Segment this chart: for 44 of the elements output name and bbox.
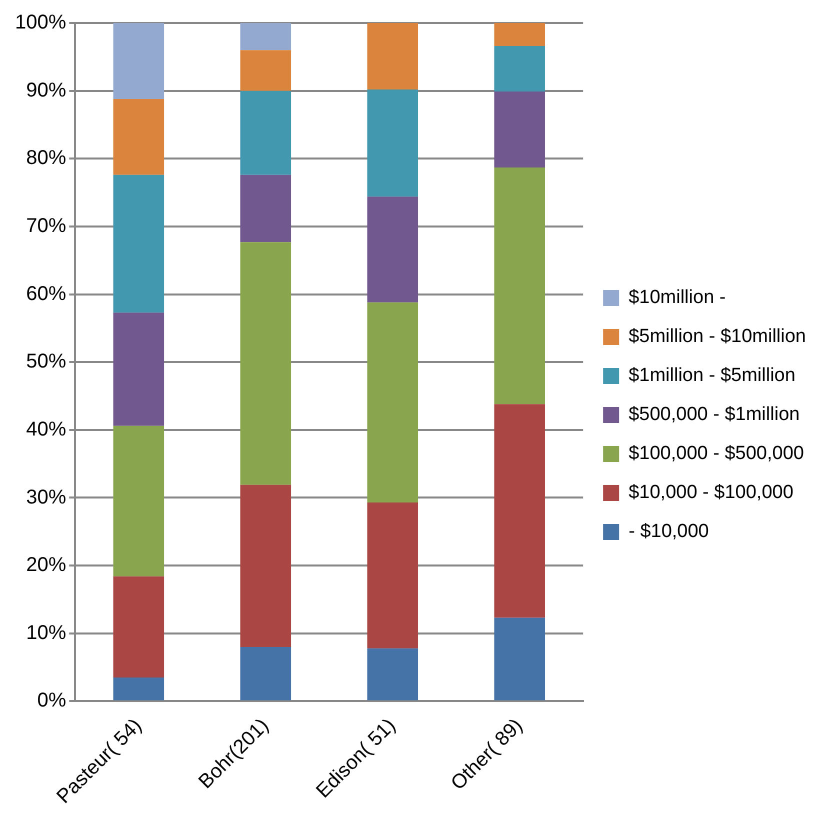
y-tick-label: 40% [26, 418, 66, 440]
y-tick-label: 20% [26, 554, 66, 576]
bar [113, 23, 164, 99]
bar [240, 90, 292, 175]
bar [113, 312, 164, 426]
legend-label: $500,000 - $1million [628, 404, 800, 426]
bar [367, 302, 418, 502]
legend-label: $10,000 - $100,000 [628, 482, 794, 504]
y-tick-label: 50% [26, 350, 66, 373]
bar [494, 618, 545, 700]
bar [240, 242, 292, 485]
y-tick-label: 0% [37, 690, 66, 712]
y-tick-label: 100% [14, 12, 66, 34]
bar [113, 426, 164, 576]
bar [240, 174, 292, 242]
bar [367, 648, 418, 700]
y-tick-label: 90% [26, 79, 66, 102]
bar [240, 23, 292, 50]
legend-label: $100,000 - $500,000 [628, 443, 804, 464]
bar [367, 89, 418, 197]
bar [494, 46, 545, 92]
bar [240, 50, 292, 91]
bar [113, 98, 164, 175]
bar [113, 677, 164, 700]
bar [113, 174, 164, 313]
bar [367, 23, 418, 90]
y-tick-label: 30% [26, 486, 66, 508]
bar [494, 23, 545, 46]
legend-label: $1million - $5million [628, 365, 796, 386]
legend-label: $10million - [628, 287, 726, 308]
y-tick-label: 70% [26, 214, 66, 237]
bar [367, 196, 418, 302]
bar [113, 576, 164, 678]
bar [494, 92, 545, 168]
bar [494, 404, 545, 618]
y-tick-label: 80% [26, 147, 66, 170]
bar [494, 167, 545, 404]
bar [240, 646, 292, 700]
bar [240, 484, 292, 647]
legend-label: $5million - $10million [628, 326, 806, 348]
y-tick-label: 60% [26, 282, 66, 305]
legend-label: - $10,000 [628, 521, 709, 542]
bar [367, 502, 418, 648]
y-tick-label: 10% [26, 622, 66, 644]
